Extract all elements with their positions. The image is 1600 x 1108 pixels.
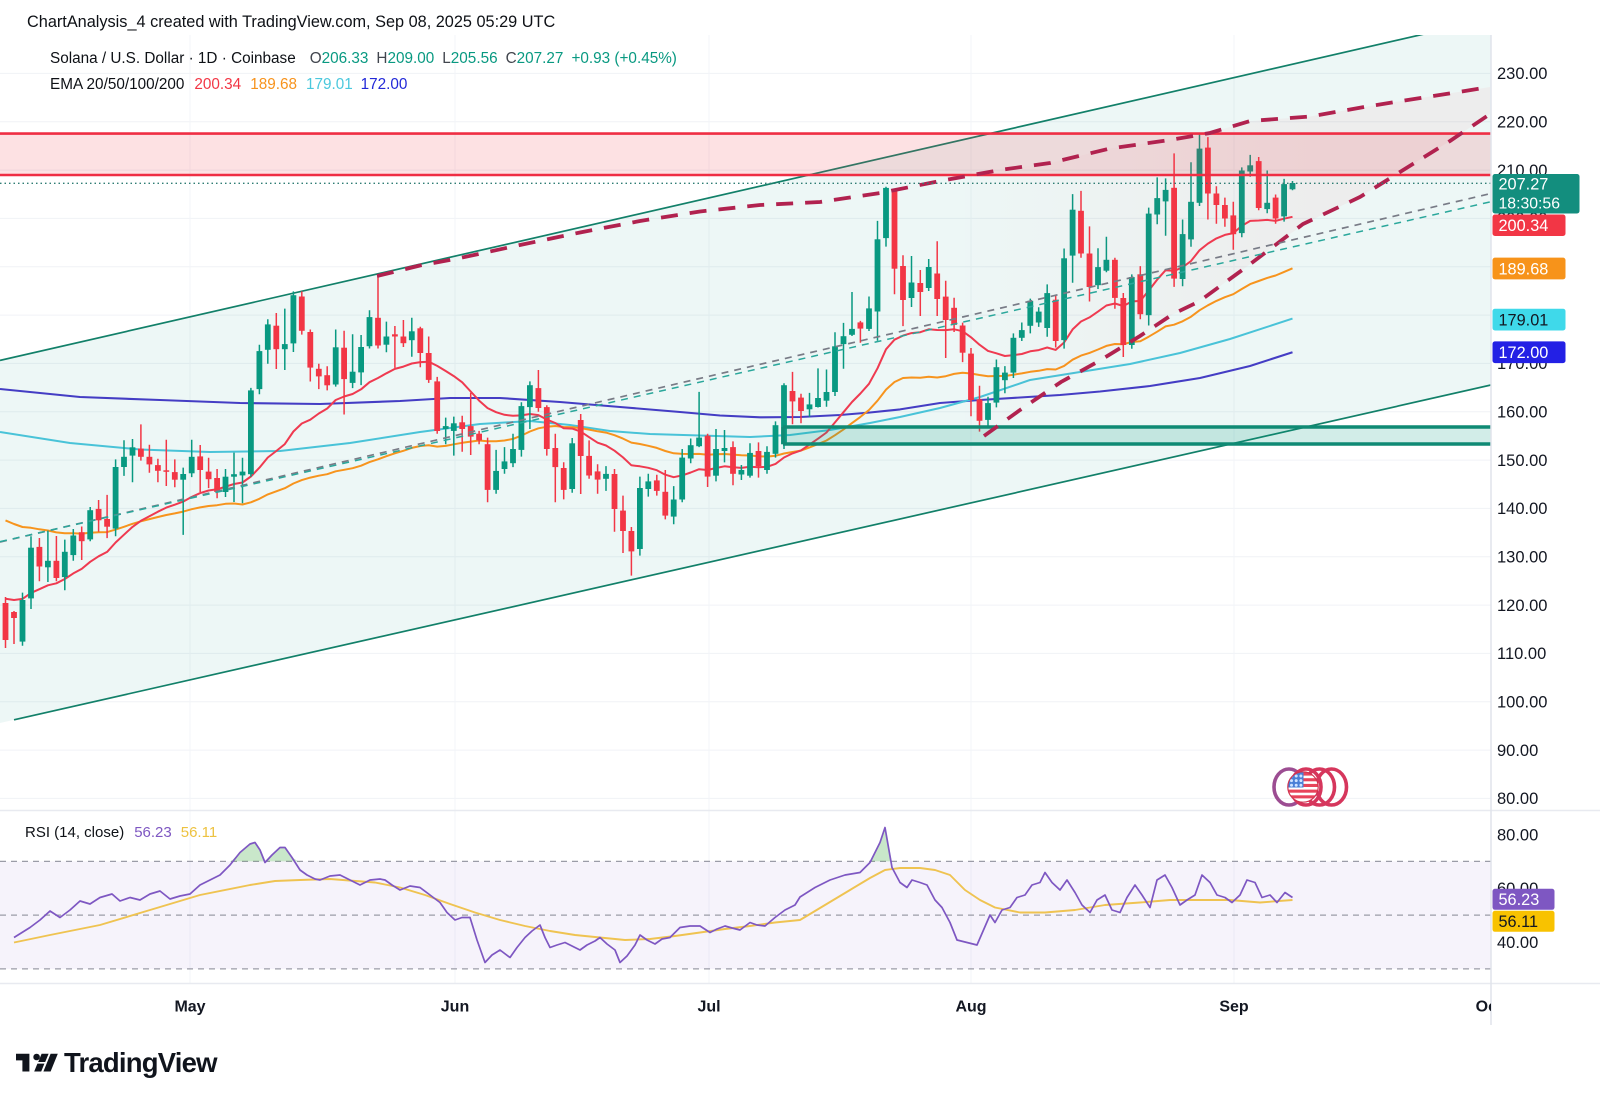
svg-text:TradingView: TradingView — [64, 1047, 218, 1078]
svg-text:150.00: 150.00 — [1497, 452, 1547, 470]
svg-text:Jun: Jun — [441, 999, 469, 1016]
svg-text:56.11: 56.11 — [1499, 913, 1539, 931]
svg-text:179.01: 179.01 — [1499, 311, 1549, 329]
svg-text:80.00: 80.00 — [1497, 826, 1538, 844]
svg-text:ChartAnalysis_4 created with T: ChartAnalysis_4 created with TradingView… — [27, 13, 555, 31]
svg-text:90.00: 90.00 — [1497, 742, 1538, 760]
svg-text:200.34: 200.34 — [1499, 217, 1549, 235]
svg-text:160.00: 160.00 — [1497, 404, 1547, 422]
svg-text:230.00: 230.00 — [1497, 65, 1547, 83]
svg-text:Aug: Aug — [955, 999, 986, 1016]
svg-text:110.00: 110.00 — [1497, 645, 1546, 663]
svg-text:189.68: 189.68 — [1499, 260, 1549, 278]
svg-text:130.00: 130.00 — [1497, 549, 1547, 567]
svg-text:172.00: 172.00 — [1499, 344, 1549, 362]
svg-text:100.00: 100.00 — [1497, 694, 1547, 712]
svg-text:207.27: 207.27 — [1499, 175, 1549, 193]
svg-text:220.00: 220.00 — [1497, 114, 1547, 132]
svg-text:140.00: 140.00 — [1497, 500, 1547, 518]
svg-text:56.23: 56.23 — [1499, 891, 1540, 909]
svg-text:May: May — [174, 999, 205, 1016]
svg-text:Solana / U.S. Dollar · 1D · Co: Solana / U.S. Dollar · 1D · Coinbase O206… — [50, 50, 677, 67]
svg-text:Sep: Sep — [1219, 999, 1249, 1016]
svg-text:80.00: 80.00 — [1497, 790, 1538, 808]
svg-text:120.00: 120.00 — [1497, 597, 1547, 615]
svg-text:18:30:56: 18:30:56 — [1499, 195, 1561, 212]
svg-text:40.00: 40.00 — [1497, 934, 1538, 952]
svg-text:Jul: Jul — [697, 999, 720, 1016]
svg-text:Oct: Oct — [1476, 999, 1503, 1016]
